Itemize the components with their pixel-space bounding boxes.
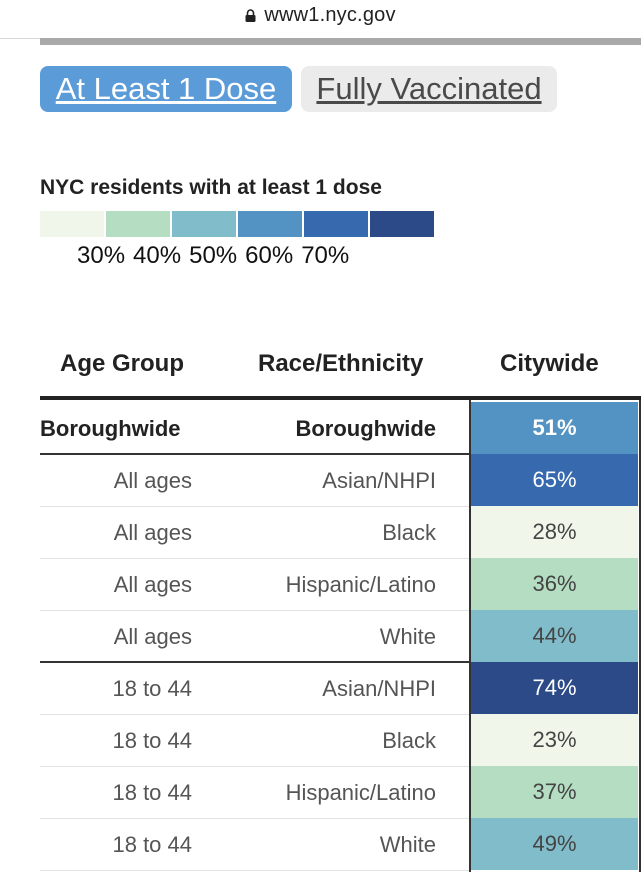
race-ethnicity-cell: Black bbox=[382, 728, 436, 753]
race-ethnicity-cell: Black bbox=[382, 520, 436, 545]
citywide-value-cell: 23% bbox=[471, 714, 638, 766]
table-row: 18 to 44 Asian/NHPI 74% bbox=[40, 662, 641, 714]
row-divider bbox=[40, 870, 470, 871]
row-divider bbox=[40, 558, 470, 559]
url-text: www1.nyc.gov bbox=[264, 3, 396, 26]
legend-swatch bbox=[40, 211, 106, 237]
race-ethnicity-cell: Asian/NHPI bbox=[322, 676, 436, 701]
age-group-cell: All ages bbox=[113, 572, 192, 597]
race-ethnicity-cell: Asian/NHPI bbox=[322, 468, 436, 493]
row-divider bbox=[40, 818, 470, 819]
table-row: All ages Black 28% bbox=[40, 506, 641, 558]
race-ethnicity-cell: Hispanic/Latino bbox=[285, 572, 436, 597]
tab-at-least-1-dose[interactable]: At Least 1 Dose bbox=[40, 66, 292, 112]
legend-swatch bbox=[304, 211, 370, 237]
citywide-value-cell: 28% bbox=[471, 506, 638, 558]
age-group-cell: 18 to 44 bbox=[112, 728, 192, 753]
row-divider bbox=[40, 714, 470, 715]
table-row: 18 to 44 White 49% bbox=[40, 818, 641, 870]
citywide-value-cell: 65% bbox=[471, 454, 638, 506]
age-group-cell: 18 to 44 bbox=[112, 780, 192, 805]
table-row: All ages Asian/NHPI 65% bbox=[40, 454, 641, 506]
table-row: 18 to 44 Black 23% bbox=[40, 714, 641, 766]
table-row: 18 to 44 Hispanic/Latino 37% bbox=[40, 766, 641, 818]
legend-title: NYC residents with at least 1 dose bbox=[40, 176, 382, 199]
age-group-cell: All ages bbox=[113, 624, 192, 649]
section-divider bbox=[40, 38, 641, 45]
browser-url-bar[interactable]: www1.nyc.gov bbox=[0, 0, 641, 39]
legend-color-scale bbox=[40, 211, 434, 237]
header-rule bbox=[40, 396, 641, 400]
race-ethnicity-cell: Boroughwide bbox=[295, 416, 436, 441]
row-divider bbox=[40, 610, 470, 611]
legend-swatch bbox=[106, 211, 172, 237]
table-row: All ages Hispanic/Latino 36% bbox=[40, 558, 641, 610]
table-row: All ages White 44% bbox=[40, 610, 641, 662]
legend-swatch bbox=[172, 211, 238, 237]
header-race-ethnicity: Race/Ethnicity bbox=[258, 350, 424, 377]
age-group-cell: 18 to 44 bbox=[112, 832, 192, 857]
legend-swatch bbox=[238, 211, 304, 237]
citywide-value-cell: 51% bbox=[471, 402, 638, 454]
race-ethnicity-cell: White bbox=[379, 624, 436, 649]
header-citywide: Citywide bbox=[500, 350, 599, 377]
citywide-value-cell: 49% bbox=[471, 818, 638, 870]
tab-fully-vaccinated[interactable]: Fully Vaccinated bbox=[301, 66, 557, 112]
table-row: Boroughwide Boroughwide 51% bbox=[40, 402, 641, 454]
citywide-value-cell: 74% bbox=[471, 662, 638, 714]
age-group-cell: All ages bbox=[113, 520, 192, 545]
legend-label: 50% bbox=[189, 242, 238, 269]
age-group-cell: 18 to 44 bbox=[112, 676, 192, 701]
age-group-cell: All ages bbox=[113, 468, 192, 493]
lock-icon bbox=[245, 8, 264, 22]
legend-swatch bbox=[370, 211, 434, 237]
row-divider bbox=[40, 506, 470, 507]
race-ethnicity-cell: Hispanic/Latino bbox=[285, 780, 436, 805]
header-age-group: Age Group bbox=[60, 350, 184, 377]
legend-label: 70% bbox=[301, 242, 350, 269]
legend-labels: 30% 40% 50% 60% 70% bbox=[77, 242, 349, 270]
legend-label: 40% bbox=[133, 242, 182, 269]
race-ethnicity-cell: White bbox=[379, 832, 436, 857]
citywide-value-cell: 37% bbox=[471, 766, 638, 818]
citywide-value-cell: 36% bbox=[471, 558, 638, 610]
citywide-value-cell: 44% bbox=[471, 610, 638, 662]
group-divider bbox=[40, 453, 470, 455]
row-divider bbox=[40, 766, 470, 767]
age-group-cell: Boroughwide bbox=[40, 416, 181, 441]
legend-label: 30% bbox=[77, 242, 126, 269]
legend-label: 60% bbox=[245, 242, 294, 269]
group-divider bbox=[40, 661, 470, 663]
